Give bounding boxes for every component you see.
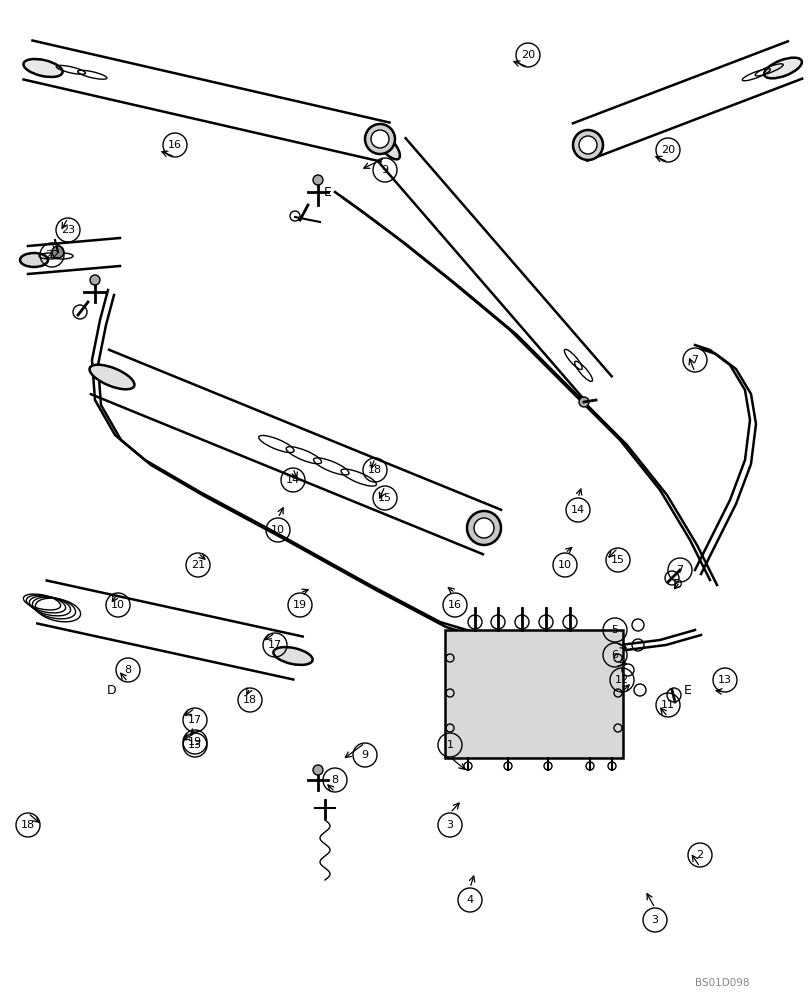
Text: 20: 20 — [660, 145, 674, 155]
Circle shape — [312, 175, 323, 185]
Text: 19: 19 — [187, 737, 202, 747]
Text: 18: 18 — [367, 465, 382, 475]
Text: E: E — [324, 186, 332, 199]
Text: 7: 7 — [691, 355, 697, 365]
Text: 13: 13 — [188, 740, 202, 750]
Text: 9: 9 — [381, 165, 388, 175]
Circle shape — [90, 275, 100, 285]
Bar — [444, 630, 622, 758]
Text: 12: 12 — [614, 675, 629, 685]
Text: 15: 15 — [378, 493, 392, 503]
Text: 5: 5 — [611, 625, 618, 635]
Text: 6: 6 — [611, 650, 618, 660]
Ellipse shape — [371, 130, 388, 148]
Ellipse shape — [474, 518, 493, 538]
Ellipse shape — [273, 647, 312, 665]
Ellipse shape — [763, 58, 801, 78]
Text: 20: 20 — [521, 50, 534, 60]
Text: 8: 8 — [124, 665, 131, 675]
Text: 8: 8 — [331, 775, 338, 785]
Text: 15: 15 — [610, 555, 624, 565]
Circle shape — [578, 397, 588, 407]
Text: 21: 21 — [191, 560, 205, 570]
Text: 14: 14 — [285, 475, 300, 485]
Text: 3: 3 — [446, 820, 453, 830]
Text: 2: 2 — [696, 850, 702, 860]
Text: 14: 14 — [570, 505, 585, 515]
Text: 17: 17 — [187, 715, 202, 725]
Text: 10: 10 — [557, 560, 571, 570]
Text: 18: 18 — [21, 820, 35, 830]
Text: 11: 11 — [660, 700, 674, 710]
Ellipse shape — [89, 365, 135, 389]
Ellipse shape — [466, 511, 500, 545]
Text: 4: 4 — [466, 895, 473, 905]
Text: 19: 19 — [293, 600, 307, 610]
Text: 16: 16 — [168, 140, 182, 150]
Ellipse shape — [374, 131, 400, 159]
Text: 17: 17 — [268, 640, 281, 650]
Ellipse shape — [365, 124, 394, 154]
Text: 22: 22 — [45, 250, 59, 260]
Text: 7: 7 — [676, 565, 683, 575]
Circle shape — [52, 246, 64, 258]
Text: 18: 18 — [242, 695, 257, 705]
Text: 9: 9 — [361, 750, 368, 760]
Text: 1: 1 — [446, 740, 453, 750]
Text: 3: 3 — [650, 915, 658, 925]
Ellipse shape — [24, 59, 62, 77]
Text: 23: 23 — [61, 225, 75, 235]
Ellipse shape — [578, 136, 596, 154]
Ellipse shape — [20, 253, 48, 267]
Text: 10: 10 — [111, 600, 125, 610]
Text: D: D — [672, 578, 682, 591]
Ellipse shape — [573, 130, 603, 160]
Circle shape — [312, 765, 323, 775]
Text: 13: 13 — [717, 675, 731, 685]
Text: 16: 16 — [448, 600, 461, 610]
Text: D: D — [107, 684, 117, 696]
Text: E: E — [683, 684, 691, 696]
Text: 10: 10 — [271, 525, 285, 535]
Text: BS01D098: BS01D098 — [694, 978, 749, 988]
